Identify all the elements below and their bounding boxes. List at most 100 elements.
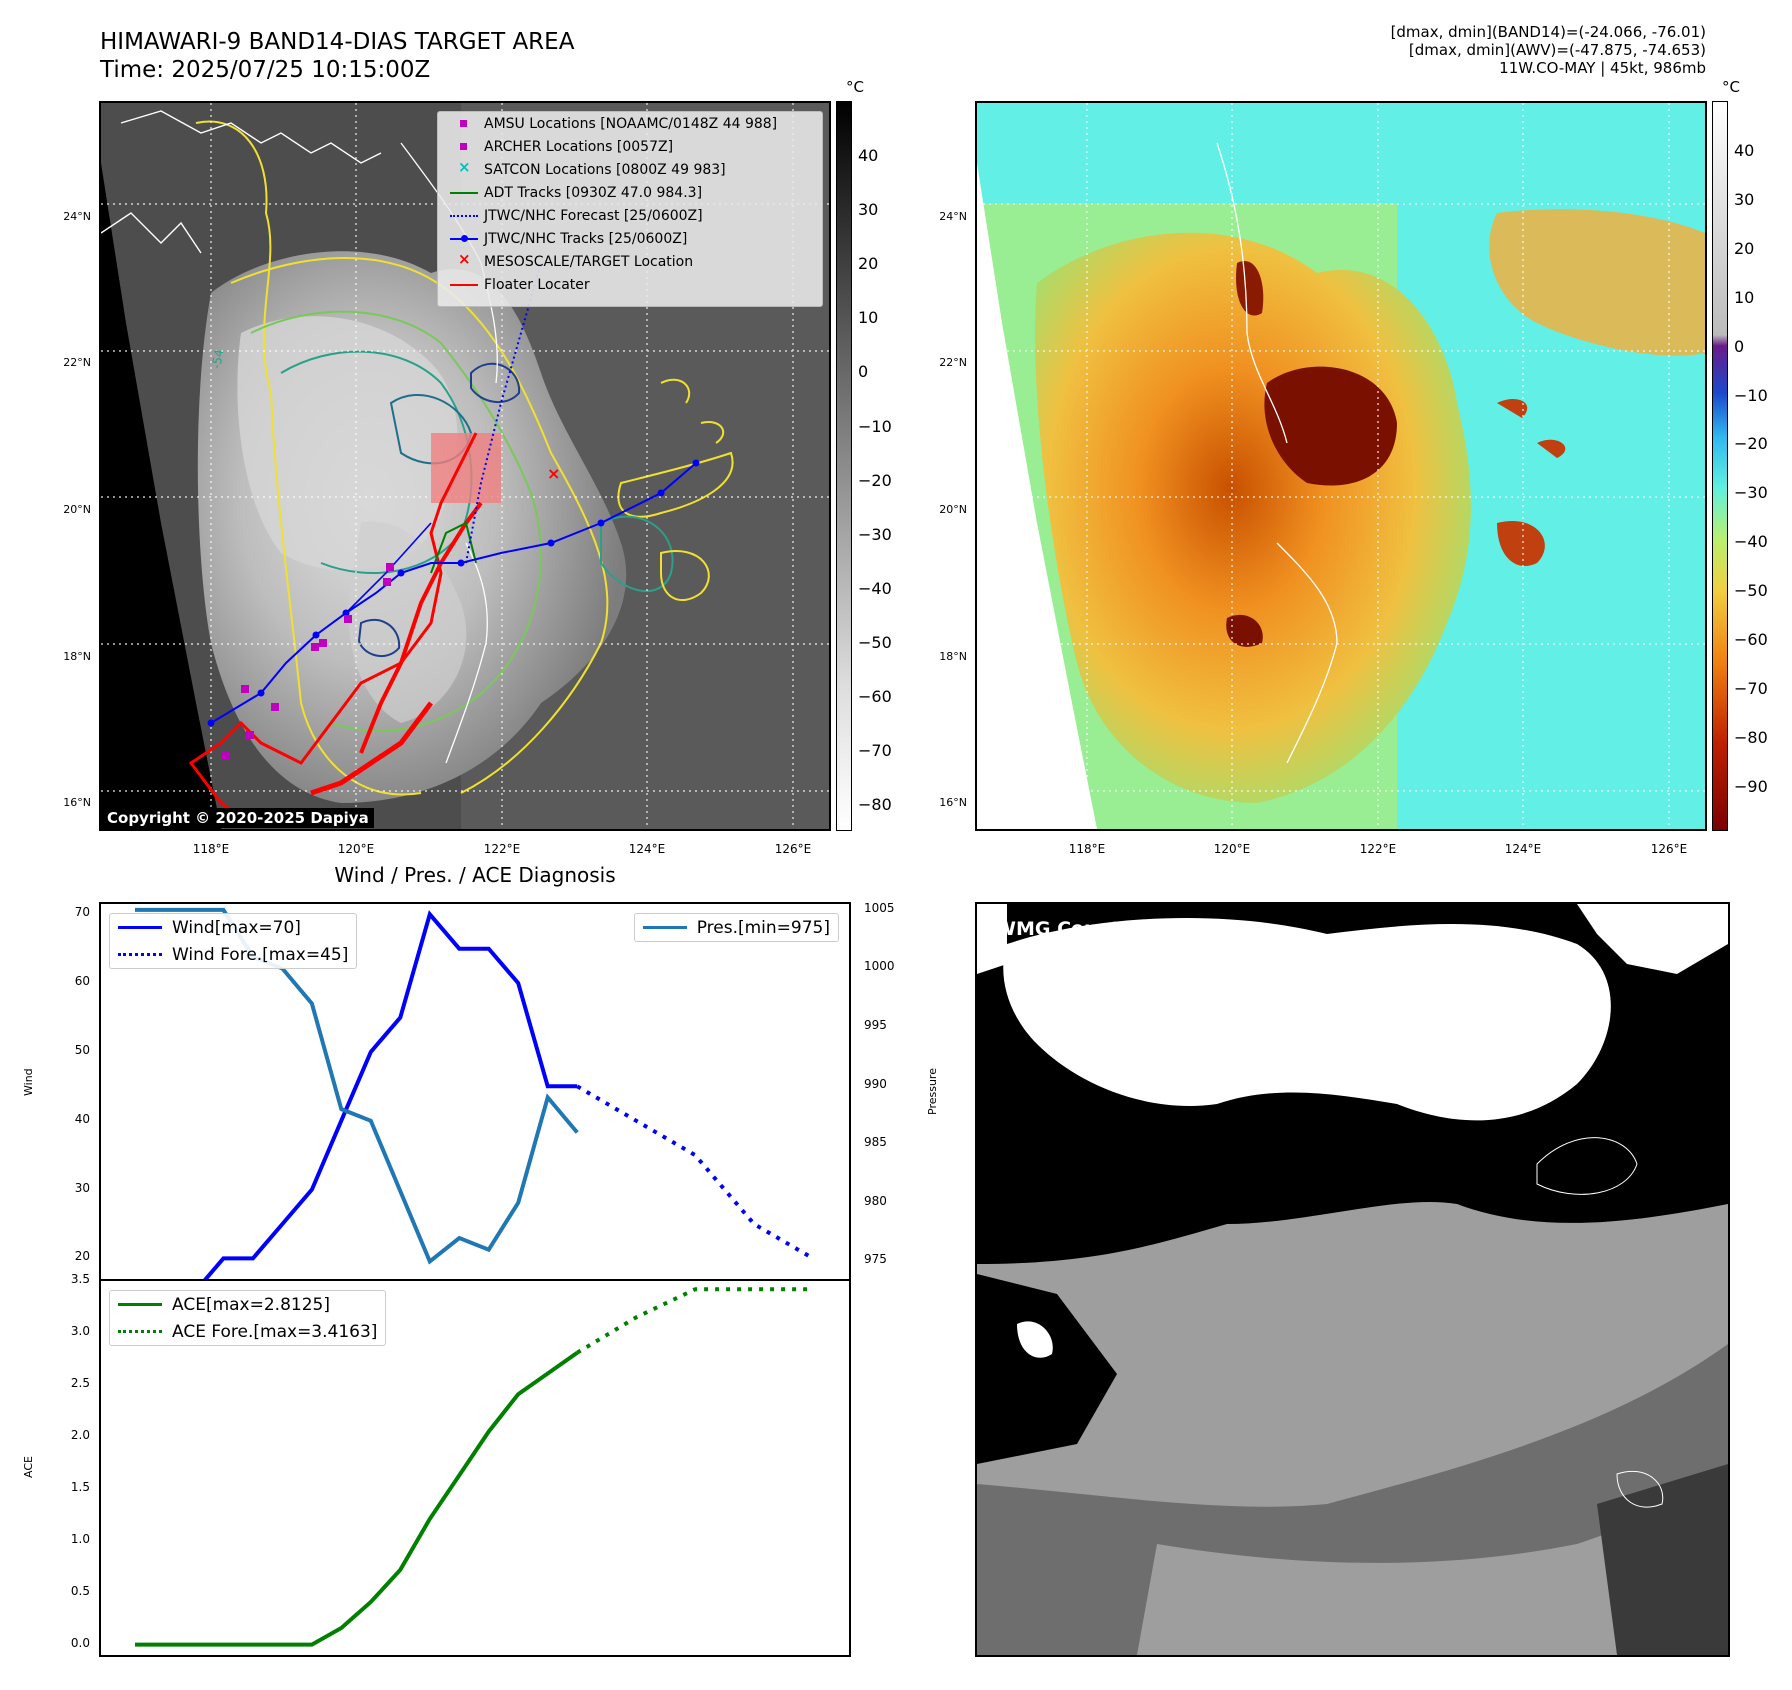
axis-tick-label: 0.5 (70, 1583, 90, 1598)
axis-tick-label: 20 (74, 1249, 90, 1264)
ir-color-map-canvas (977, 103, 1705, 829)
legend-label: Wind Fore.[max=45] (172, 944, 349, 965)
pressure-legend: Pres.[min=975] (633, 913, 839, 942)
info-band14: [dmax, dmin](BAND14)=(-24.066, -76.01) (1390, 23, 1706, 41)
lon-tick: 120°E (1213, 842, 1251, 856)
colorbar-tick: −70 (1734, 678, 1768, 698)
colorbar-tick: −60 (858, 687, 892, 706)
lat-tick: 16°N (939, 796, 967, 809)
dotted-line-icon (118, 1330, 162, 1333)
axis-tick-label: 1.5 (70, 1479, 90, 1494)
legend-label: ACE[max=2.8125] (172, 1294, 330, 1315)
colorbar-tick: 20 (1734, 238, 1755, 258)
wind-pressure-plot (135, 907, 815, 1279)
ace-legend-item: ACE[max=2.8125] (110, 1291, 385, 1318)
axis-tick-label: 995 (864, 1018, 887, 1033)
lon-tick: 124°E (1504, 842, 1542, 856)
lat-tick: 22°N (939, 356, 967, 369)
axis-tick-label: 985 (864, 1135, 887, 1150)
lon-tick: 126°E (774, 842, 812, 856)
wmg-count-label: WMG Count: 0 (995, 918, 1148, 940)
lon-tick: 122°E (483, 842, 521, 856)
map-legend: AMSU Locations [NOAAMC/0148Z 44 988] ARC… (437, 111, 823, 307)
ir-gray-map: × -54 Copyright © 2020-2025 Dapiya AMSU … (99, 101, 831, 831)
series-line (576, 1287, 813, 1355)
x-marker-icon: × (458, 158, 471, 176)
axis-tick-label: 1000 (864, 959, 895, 974)
wind-legend: Wind[max=70] Wind Fore.[max=45] (109, 913, 358, 969)
series-line (135, 1351, 579, 1647)
wind-pressure-chart: Wind[max=70] Wind Fore.[max=45] Pres.[mi… (99, 902, 851, 1281)
series-line (135, 907, 579, 1265)
lon-tick: 124°E (628, 842, 666, 856)
dotted-line-icon (118, 953, 162, 956)
axis-tick-label: 3.0 (70, 1323, 90, 1338)
ace-axis-label: ACE (22, 1456, 35, 1478)
lon-tick: 122°E (1359, 842, 1397, 856)
legend-item-floater: Floater Locater (438, 273, 822, 296)
axis-tick-label: 990 (864, 1076, 887, 1091)
colorbar-unit: °C (846, 78, 864, 96)
axis-tick-label: 975 (864, 1252, 887, 1267)
colorbar-tick: −20 (1734, 434, 1768, 454)
lat-tick: 24°N (939, 210, 967, 223)
figure-time: Time: 2025/07/25 10:15:00Z (100, 57, 431, 83)
legend-label: Wind[max=70] (172, 917, 301, 938)
colorbar-tick: −40 (1734, 532, 1768, 552)
line-marker-icon (444, 273, 484, 296)
solid-line-icon (118, 926, 162, 929)
colorbar-tick: 0 (858, 362, 869, 382)
colorbar-tick: −20 (858, 470, 892, 490)
legend-label: ACE Fore.[max=3.4163] (172, 1321, 378, 1342)
legend-label: SATCON Locations [0800Z 49 983] (484, 161, 726, 178)
dotted-line-icon (444, 204, 484, 227)
lon-tick: 120°E (337, 842, 375, 856)
legend-item-archer: ARCHER Locations [0057Z] (438, 135, 822, 158)
info-awv: [dmax, dmin](AWV)=(-47.875, -74.653) (1408, 41, 1706, 59)
axis-tick-label: 3.5 (70, 1272, 90, 1286)
colorbar-tick: −10 (858, 416, 892, 436)
lon-tick: 118°E (192, 842, 230, 856)
lat-tick: 16°N (63, 796, 91, 809)
line-dot-marker-icon (444, 227, 484, 250)
colorbar-tick: 40 (1734, 141, 1755, 160)
legend-item-satcon: × SATCON Locations [0800Z 49 983] (438, 158, 822, 181)
legend-item-tracks: JTWC/NHC Tracks [25/0600Z] (438, 227, 822, 250)
colorbar-tick: 30 (858, 200, 879, 220)
square-marker-icon (444, 112, 484, 135)
colorbar-tick: 40 (858, 146, 879, 165)
copyright-label: Copyright © 2020-2025 Dapiya (102, 808, 374, 828)
legend-label: ADT Tracks [0930Z 47.0 984.3] (484, 184, 703, 201)
colorbar-unit: °C (1722, 78, 1740, 96)
legend-label: AMSU Locations [NOAAMC/0148Z 44 988] (484, 115, 778, 132)
series-line (576, 1084, 815, 1261)
lat-tick: 20°N (63, 503, 91, 516)
axis-tick-label: 1.0 (70, 1531, 90, 1546)
colorbar-tick: 20 (858, 254, 879, 274)
solid-line-icon (118, 1303, 162, 1306)
figure-title: HIMAWARI-9 BAND14-DIAS TARGET AREA (100, 29, 575, 55)
colorbar-tick: 0 (1734, 336, 1745, 356)
colorbar-tick: −30 (858, 524, 892, 544)
info-block: [dmax, dmin](BAND14)=(-24.066, -76.01) [… (1186, 23, 1706, 77)
legend-label: JTWC/NHC Tracks [25/0600Z] (484, 230, 688, 247)
ace-plot (135, 1287, 813, 1647)
ace-chart: ACE[max=2.8125] ACE Fore.[max=3.4163] (99, 1279, 851, 1657)
lat-tick: 24°N (63, 210, 91, 223)
wind-legend-item: Wind[max=70] (110, 914, 356, 941)
colorbar-tick: −60 (1734, 630, 1768, 649)
colorbar-tick: −30 (1734, 483, 1768, 503)
colorbar-tick: −10 (1734, 385, 1768, 405)
pressure-legend-item: Pres.[min=975] (635, 914, 838, 941)
wmg-map: WMG Count: 0 (975, 902, 1730, 1657)
legend-label: MESOSCALE/TARGET Location (484, 253, 694, 270)
legend-label: JTWC/NHC Forecast [25/0600Z] (484, 207, 703, 224)
wind-fore-legend-item: Wind Fore.[max=45] (110, 941, 356, 968)
legend-item-mesoscale: × MESOSCALE/TARGET Location (438, 250, 822, 273)
colorbar-tick: −70 (858, 741, 892, 761)
axis-tick-label: 70 (74, 905, 90, 920)
axis-tick-label: 0.0 (70, 1635, 90, 1650)
diagnosis-title: Wind / Pres. / ACE Diagnosis (334, 863, 616, 887)
colorbar-tick: −80 (1734, 727, 1768, 747)
axis-tick-label: 40 (74, 1111, 90, 1126)
